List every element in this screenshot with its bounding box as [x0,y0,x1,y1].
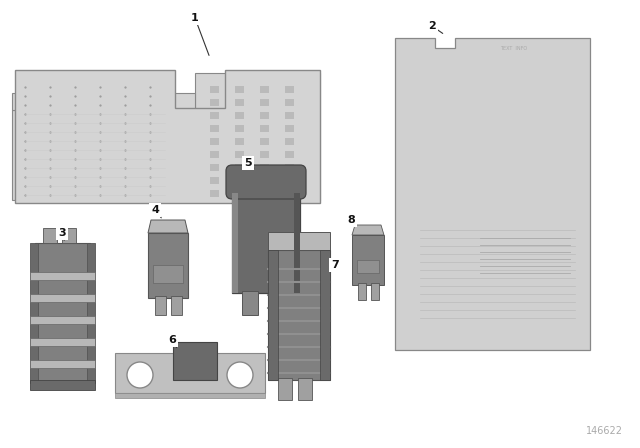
Bar [260,190,269,197]
Bar [285,112,294,119]
Bar [320,250,330,380]
Polygon shape [12,93,195,110]
Bar [235,125,244,132]
FancyBboxPatch shape [226,165,306,199]
Bar [357,260,379,273]
Bar [235,86,244,93]
Bar [87,243,95,383]
Text: 8: 8 [347,215,355,225]
Polygon shape [115,353,265,393]
Bar [30,338,95,346]
Bar [285,164,294,171]
Polygon shape [115,393,265,398]
Bar [260,177,269,184]
Bar [285,125,294,132]
Bar [210,99,219,106]
Bar [285,190,294,197]
Bar [30,243,38,383]
Bar [260,138,269,145]
Bar [148,233,188,298]
Bar [35,243,90,383]
Bar [235,151,244,158]
Bar [210,151,219,158]
Bar [285,138,294,145]
Circle shape [227,362,253,388]
Bar [235,190,244,197]
Bar [155,296,166,315]
Bar [235,99,244,106]
Bar [242,291,258,315]
Polygon shape [148,220,188,233]
Text: 5: 5 [244,158,252,168]
Bar [171,296,182,315]
Bar [210,177,219,184]
Bar [210,138,219,145]
Bar [62,228,76,243]
Circle shape [127,362,153,388]
Polygon shape [195,73,320,200]
Bar [210,190,219,197]
Bar [235,164,244,171]
Text: TEXT  INFO: TEXT INFO [500,46,527,51]
Bar [232,193,238,293]
Text: 1: 1 [191,13,199,23]
Bar [30,360,95,368]
Bar [278,378,292,400]
Bar [268,250,330,380]
Bar [235,112,244,119]
Bar [43,228,57,243]
Polygon shape [352,225,384,235]
Text: 6: 6 [168,335,176,345]
Bar [268,291,284,315]
Bar [294,193,300,293]
Bar [285,86,294,93]
Bar [235,177,244,184]
Bar [30,316,95,324]
Bar [210,86,219,93]
Bar [352,235,384,285]
Bar [298,378,312,400]
Bar [260,86,269,93]
Bar [260,125,269,132]
Bar [268,232,330,250]
Bar [153,265,183,283]
Bar [210,125,219,132]
Bar [285,151,294,158]
Bar [358,283,366,300]
Text: 2: 2 [428,21,436,31]
Text: 4: 4 [151,205,159,215]
Text: 7: 7 [331,260,339,270]
Bar [371,283,379,300]
Polygon shape [15,70,320,203]
Bar [30,272,95,280]
Bar [30,294,95,302]
Bar [210,112,219,119]
Bar [285,177,294,184]
Polygon shape [395,38,590,350]
Bar [260,112,269,119]
Polygon shape [12,110,195,200]
Text: 146622: 146622 [586,426,623,436]
Bar [268,250,278,380]
Bar [260,151,269,158]
Text: 3: 3 [58,228,66,238]
Bar [232,193,300,293]
Bar [235,138,244,145]
Bar [260,99,269,106]
Bar [30,380,95,390]
Bar [260,164,269,171]
Bar [285,99,294,106]
Bar [173,342,217,380]
Bar [210,164,219,171]
